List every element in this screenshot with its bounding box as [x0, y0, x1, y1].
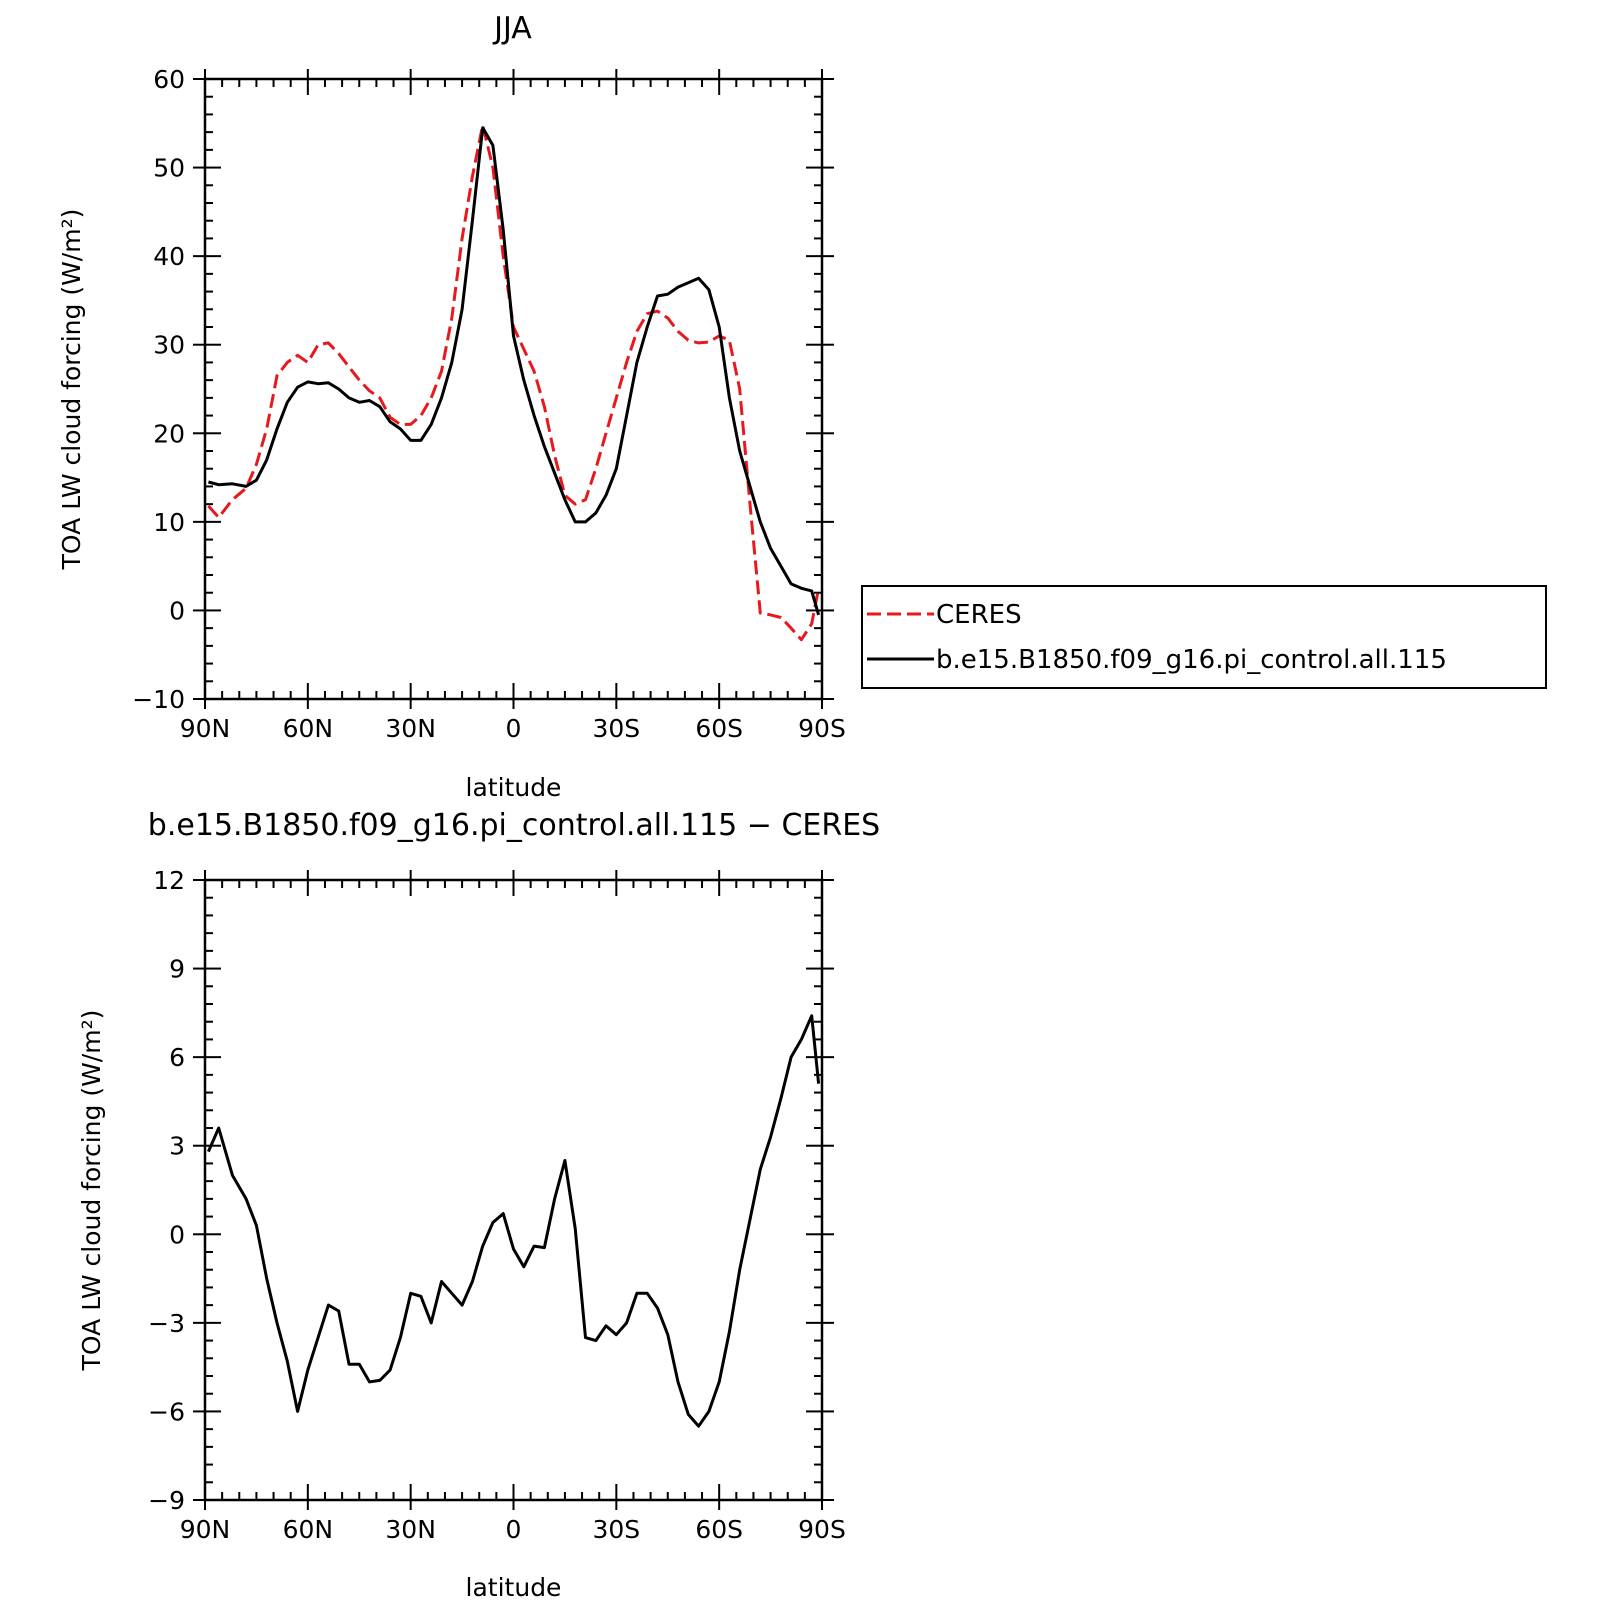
y-tick-label: 9 [169, 955, 185, 984]
y-tick-label: 20 [153, 419, 185, 448]
series-line-b-e15-b1850-f09-g16-pi-control-all-115 [208, 126, 821, 616]
y-tick-label: 6 [169, 1043, 185, 1072]
x-tick-label: 60S [695, 1515, 743, 1544]
legend-box [861, 585, 1547, 689]
upper-line-plot: JJA 90N 60N 30N 0 30S 60S 90S −10 0 10 20 30 40 50 60 la… [57, 11, 1547, 802]
y-tick-label: −6 [148, 1397, 185, 1426]
y-tick-label: −10 [132, 685, 185, 714]
legend-label: CERES [936, 600, 1022, 630]
y-tick-label: 60 [153, 65, 185, 94]
y-tick-label: 50 [153, 154, 185, 183]
x-tick-label: 60S [695, 714, 743, 743]
x-axis-title: latitude [466, 1573, 562, 1602]
legend: CERES b.e15.B1850.f09_g16.pi_control.all.… [861, 585, 1547, 689]
x-tick-label: 90N [180, 714, 231, 743]
x-tick-label: 30S [592, 1515, 640, 1544]
y-tick-label: −9 [148, 1486, 185, 1515]
y-tick-label: −3 [148, 1309, 185, 1338]
y-tick-label: 30 [153, 331, 185, 360]
y-tick-label: 0 [169, 1220, 185, 1249]
plot-title: b.e15.B1850.f09_g16.pi_control.all.115 −… [148, 808, 880, 843]
legend-label: b.e15.B1850.f09_g16.pi_control.all.115 [936, 645, 1447, 675]
y-tick-label: 10 [153, 508, 185, 537]
y-tick-label: 12 [153, 866, 185, 895]
x-tick-label: 60N [283, 714, 334, 743]
y-tick-label: 0 [169, 596, 185, 625]
x-tick-label: 30N [385, 714, 436, 743]
x-tick-label: 30S [592, 714, 640, 743]
x-tick-label: 60N [283, 1515, 334, 1544]
y-axis-title: TOA LW cloud forcing (W/m²) [57, 209, 86, 571]
y-tick-label: 40 [153, 242, 185, 271]
x-axis-title: latitude [466, 773, 562, 802]
x-tick-label: 0 [506, 1515, 522, 1544]
y-tick-label: 3 [169, 1132, 185, 1161]
plot-title: JJA [492, 11, 532, 46]
lower-difference-plot: b.e15.B1850.f09_g16.pi_control.all.115 −… [77, 808, 880, 1602]
x-tick-label: 0 [506, 714, 522, 743]
series-line-difference [207, 1014, 821, 1428]
y-axis-title: TOA LW cloud forcing (W/m²) [77, 1010, 106, 1372]
x-tick-label: 90S [798, 714, 846, 743]
x-tick-label: 90N [180, 1515, 231, 1544]
x-tick-label: 30N [385, 1515, 436, 1544]
x-tick-label: 90S [798, 1515, 846, 1544]
